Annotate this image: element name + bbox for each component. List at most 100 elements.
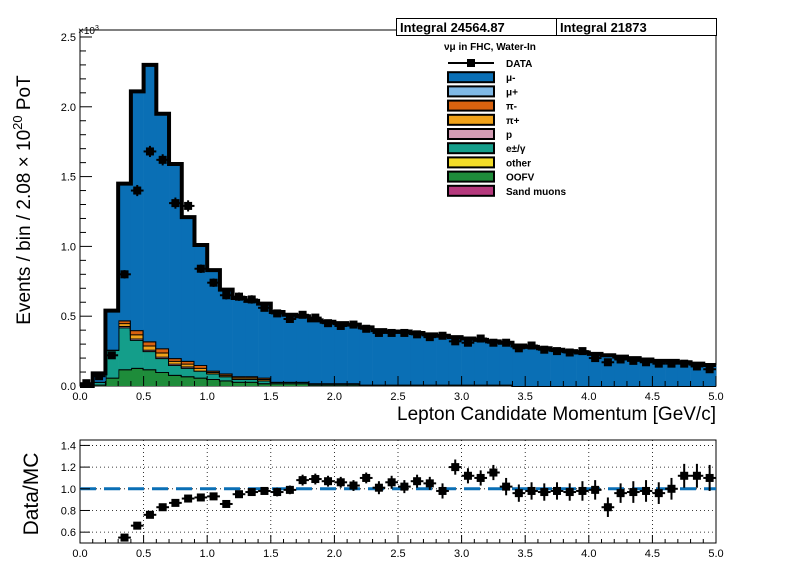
legend-entry: μ+: [447, 85, 518, 98]
bar: [207, 379, 221, 386]
bar: [219, 289, 233, 374]
data-point: [347, 320, 360, 329]
ratio-point: [423, 476, 437, 490]
x-tick-label: 4.0: [581, 548, 596, 560]
x-tick-label: 4.5: [645, 548, 660, 560]
data-point: [626, 356, 640, 365]
bar: [156, 358, 170, 373]
bar: [614, 356, 628, 386]
ratio-point: [703, 464, 716, 491]
bar: [245, 300, 259, 377]
ratio-point: [436, 483, 449, 499]
legend-entry: e±/γ: [447, 142, 526, 155]
legend-label: e±/γ: [506, 144, 526, 155]
bar: [283, 383, 297, 386]
marker: [82, 379, 91, 388]
data-point: [232, 292, 246, 301]
marker: [362, 324, 371, 333]
data-point: [296, 310, 309, 319]
bar: [270, 383, 284, 386]
marker: [387, 328, 396, 337]
data-point: [436, 331, 449, 340]
bar: [232, 379, 246, 382]
marker: [553, 347, 561, 356]
marker: [692, 471, 701, 480]
ratio-point: [410, 474, 424, 488]
ratio-point: [334, 476, 348, 488]
legend-entry: OOFV: [447, 170, 535, 184]
bar: [169, 164, 183, 359]
bar: [537, 348, 551, 386]
bar: [181, 376, 195, 386]
data-point: [487, 338, 500, 347]
marker: [298, 476, 307, 485]
legend-swatch: [447, 156, 495, 169]
data-point: [537, 345, 551, 354]
marker: [680, 359, 689, 368]
legend-entry: π+: [447, 113, 520, 127]
bar: [283, 314, 297, 382]
data-point: [181, 200, 195, 212]
y-axis-label: Events / bin / 2.08 × 1020 PoT: [10, 75, 35, 325]
marker: [680, 471, 689, 480]
ratio-point: [665, 477, 678, 500]
marker: [578, 486, 587, 495]
bar: [118, 323, 132, 326]
bar: [194, 244, 208, 366]
data-point: [92, 372, 106, 381]
bar: [308, 320, 322, 384]
x-tick-label: 5.0: [708, 391, 723, 403]
ratio-point: [232, 490, 246, 499]
marker: [425, 479, 434, 488]
data-point: [614, 355, 627, 364]
marker: [107, 351, 116, 360]
ratio-point: [461, 468, 475, 484]
marker: [145, 510, 154, 519]
ratio-point: [576, 481, 589, 501]
x-tick-label: 4.0: [581, 391, 596, 403]
bar: [563, 351, 577, 386]
marker: [260, 303, 269, 312]
bar: [194, 377, 208, 386]
marker: [591, 485, 600, 494]
data-point: [665, 359, 678, 368]
bar: [436, 335, 450, 385]
bar: [143, 64, 157, 342]
ratio-point: [372, 481, 386, 495]
x-tick-label: 2.5: [390, 391, 405, 403]
bar: [156, 372, 170, 386]
ratio-y-axis-label: Data/MC: [20, 453, 43, 536]
bar: [626, 358, 640, 386]
y-tick-label: 1.2: [61, 462, 76, 474]
marker: [540, 488, 549, 497]
data-point: [461, 338, 475, 347]
marker: [527, 341, 536, 350]
legend-swatch: [447, 85, 495, 98]
data-point: [143, 145, 157, 158]
data-point: [258, 303, 271, 312]
bar: [105, 310, 119, 350]
legend-label: μ+: [506, 87, 518, 98]
marker: [184, 201, 193, 210]
marker: [171, 199, 180, 208]
ratio-point: [156, 503, 170, 512]
legend-label: other: [506, 158, 531, 169]
ratio-point: [321, 475, 335, 487]
marker: [565, 348, 574, 357]
data-point: [448, 337, 462, 346]
marker: [565, 488, 574, 497]
bar: [359, 327, 373, 385]
x-tick-label: 0.5: [136, 548, 151, 560]
data-point: [563, 348, 577, 357]
legend-label: μ-: [506, 73, 515, 84]
data-point: [156, 154, 170, 166]
integral-mc-box: Integral 21873: [556, 18, 717, 36]
main-histogram-panel: 0.0 0.5 1.0 1.5 2.0 2.5 3.0 3.5 4.0 4.5 5.0 0.0 0.5 1…: [61, 25, 724, 403]
x-tick-label: 1.5: [263, 391, 278, 403]
marker: [451, 337, 460, 346]
marker: [578, 347, 587, 356]
ratio-points: [118, 459, 716, 542]
bar: [130, 330, 144, 335]
bar: [130, 339, 144, 368]
